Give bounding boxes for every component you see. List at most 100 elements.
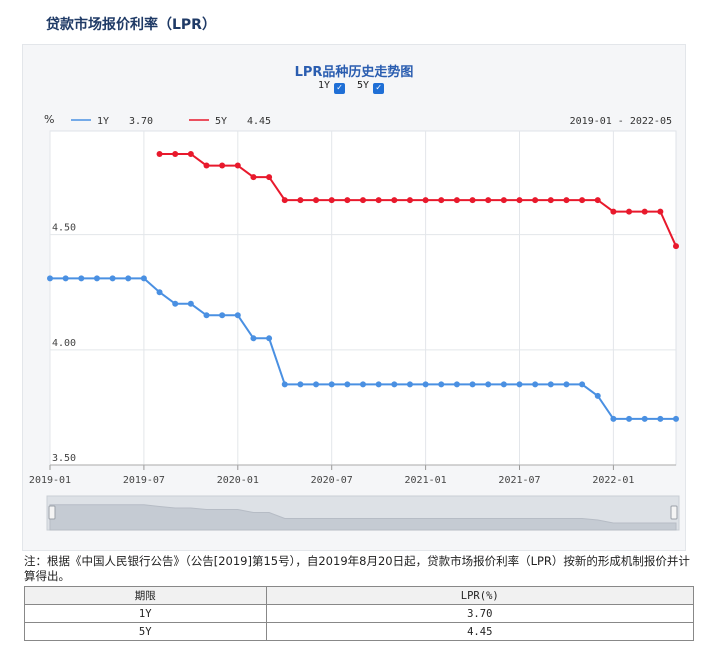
data-point-1y	[203, 312, 210, 319]
data-point-1y	[140, 275, 147, 282]
data-point-5y	[375, 197, 382, 204]
data-point-5y	[281, 197, 288, 204]
data-point-1y	[485, 381, 492, 388]
toggle-1y-label: 1Y	[317, 80, 330, 91]
data-point-5y	[657, 208, 664, 215]
navigator-series-area	[49, 504, 677, 531]
data-point-5y	[406, 197, 413, 204]
navigator-left-handle[interactable]	[48, 505, 56, 520]
plot-area	[49, 130, 677, 466]
x-tick-label: 2021-07	[498, 475, 540, 486]
data-point-1y	[532, 381, 539, 388]
data-point-5y	[172, 151, 179, 158]
data-point-1y	[610, 415, 617, 422]
x-tick-label: 2019-07	[123, 475, 165, 486]
x-tick-label: 2020-01	[217, 475, 259, 486]
data-point-5y	[641, 208, 648, 215]
x-tick-label: 2022-01	[592, 475, 634, 486]
toggle-5y-label: 5Y	[357, 80, 370, 91]
table-header-rate: LPR(%)	[265, 586, 695, 605]
chart-title: LPR品种历史走势图	[294, 65, 414, 80]
data-point-5y	[266, 174, 273, 181]
data-point-1y	[516, 381, 523, 388]
data-point-5y	[500, 197, 507, 204]
data-point-1y	[344, 381, 351, 388]
data-point-5y	[516, 197, 523, 204]
data-point-1y	[469, 381, 476, 388]
data-point-5y	[360, 197, 366, 204]
legend-value-5y: 4.45	[247, 116, 271, 127]
table-cell-term: 5Y	[24, 622, 267, 641]
data-point-1y	[438, 381, 445, 388]
x-tick-label: 2020-07	[311, 475, 353, 486]
y-tick-label: 3.50	[52, 453, 76, 464]
data-point-5y	[485, 197, 492, 204]
data-point-1y	[547, 381, 554, 388]
data-point-1y	[360, 381, 366, 388]
data-point-5y	[344, 197, 351, 204]
data-point-1y	[453, 381, 460, 388]
y-tick-label: 4.00	[52, 338, 76, 349]
data-point-5y	[328, 197, 335, 204]
chart-panel: 2019-01 2019-07 2020-01 2020-07 2021-01 2021-…	[22, 44, 686, 551]
legend-label-5y: 5Y	[215, 116, 227, 127]
data-point-5y	[391, 197, 398, 204]
data-point-1y	[579, 381, 586, 388]
data-point-5y	[438, 197, 445, 204]
table-row: 5Y 4.45	[24, 622, 695, 641]
y-unit-label: %	[44, 113, 54, 126]
table-cell-rate: 4.45	[265, 622, 695, 641]
data-point-5y	[234, 162, 241, 169]
data-point-1y	[500, 381, 507, 388]
lpr-history-chart: 2019-01 2019-07 2020-01 2020-07 2021-01 2021-…	[29, 113, 680, 531]
x-tick-label: 2021-01	[405, 475, 447, 486]
data-point-5y	[187, 151, 194, 158]
data-point-5y	[579, 197, 586, 204]
data-point-1y	[62, 275, 69, 282]
data-point-1y	[125, 275, 132, 282]
table-cell-term: 1Y	[24, 604, 267, 623]
data-point-5y	[626, 208, 633, 215]
data-point-1y	[657, 415, 664, 422]
data-point-1y	[78, 275, 85, 282]
data-point-5y	[203, 162, 210, 169]
y-tick-label: 4.50	[52, 223, 76, 234]
data-point-1y	[375, 381, 382, 388]
series-toggles: 1Y ✓ 5Y ✓	[23, 80, 685, 94]
data-point-5y	[250, 174, 257, 181]
x-tick-label: 2019-01	[29, 475, 71, 486]
data-point-5y	[422, 197, 429, 204]
footnote: 注：根据《中国人民银行公告》（公告[2019]第15号），自2019年8月20日…	[24, 554, 690, 583]
data-point-1y	[422, 381, 429, 388]
data-point-1y	[391, 381, 398, 388]
data-point-1y	[234, 312, 241, 319]
data-point-1y	[219, 312, 226, 319]
data-point-1y	[109, 275, 116, 282]
toggle-1y-checkbox[interactable]: ✓	[333, 83, 345, 94]
data-point-1y	[297, 381, 304, 388]
data-point-1y	[187, 300, 194, 307]
data-point-1y	[93, 275, 100, 282]
data-point-5y	[219, 162, 226, 169]
data-point-1y	[266, 335, 273, 342]
lpr-table: 期限 LPR(%) 1Y 3.70 5Y 4.45	[24, 586, 695, 641]
data-point-5y	[297, 197, 304, 204]
data-point-1y	[406, 381, 413, 388]
data-point-1y	[641, 415, 648, 422]
data-point-1y	[563, 381, 570, 388]
data-point-5y	[547, 197, 554, 204]
table-cell-rate: 3.70	[265, 604, 695, 623]
data-point-5y	[469, 197, 476, 204]
data-point-1y	[626, 415, 633, 422]
data-point-1y	[594, 392, 601, 399]
data-point-1y	[172, 300, 179, 307]
table-header-row: 期限 LPR(%)	[24, 586, 695, 605]
data-point-5y	[313, 197, 320, 204]
toggle-5y-checkbox[interactable]: ✓	[373, 83, 385, 94]
data-point-5y	[610, 208, 617, 215]
navigator-right-handle[interactable]	[670, 505, 678, 520]
legend-value-1y: 3.70	[129, 116, 153, 127]
data-point-1y	[156, 289, 163, 296]
data-point-5y	[673, 243, 679, 250]
table-row: 1Y 3.70	[24, 604, 695, 623]
